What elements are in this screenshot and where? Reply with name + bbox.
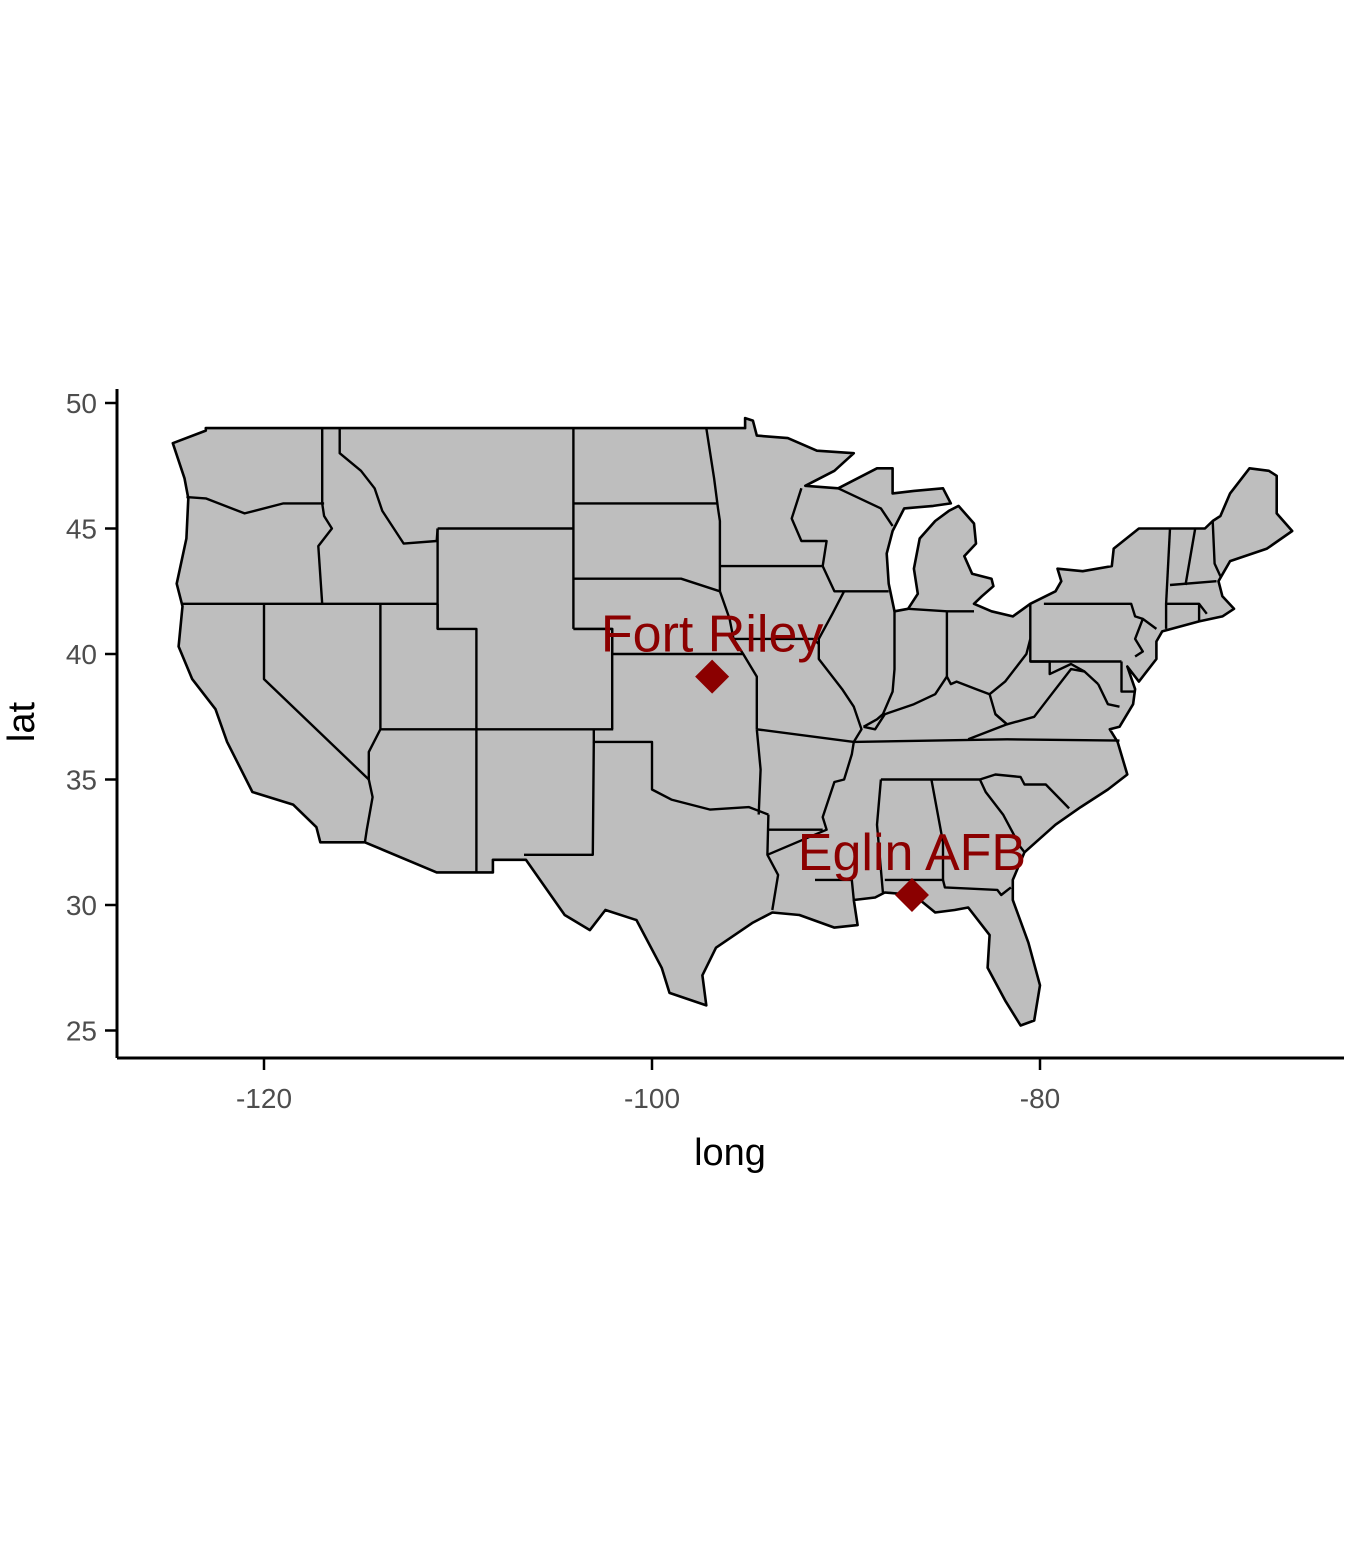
state-border xyxy=(573,627,744,656)
state-border xyxy=(988,638,1032,696)
us-outline xyxy=(171,416,1294,1027)
state-border xyxy=(884,878,1012,897)
y-tick-label: 50 xyxy=(66,388,97,419)
state-border xyxy=(821,565,889,593)
site-label: Eglin AFB xyxy=(798,824,1026,882)
state-border xyxy=(908,607,974,613)
state-border xyxy=(875,779,885,893)
state-border xyxy=(436,528,478,873)
state-border xyxy=(1211,520,1222,577)
state-border xyxy=(1169,580,1217,587)
state-border xyxy=(978,778,1026,854)
state-border xyxy=(1164,528,1172,604)
state-border xyxy=(524,741,595,856)
site-label: Fort Riley xyxy=(601,606,823,664)
y-tick-label: 30 xyxy=(66,890,97,921)
state-border xyxy=(766,590,863,856)
y-tick-label: 35 xyxy=(66,765,97,796)
state-border xyxy=(837,487,894,527)
state-border xyxy=(705,427,722,592)
x-tick-label: -120 xyxy=(236,1083,292,1114)
state-border xyxy=(862,611,896,728)
state-border xyxy=(262,603,370,781)
state-border xyxy=(1030,660,1086,676)
state-border xyxy=(317,428,334,604)
state-border xyxy=(592,729,769,816)
state-border xyxy=(766,814,780,911)
state-border xyxy=(853,738,1008,744)
site-markers: Fort Riley Eglin AFB xyxy=(601,606,1026,912)
state-border xyxy=(1184,528,1197,586)
state-border xyxy=(1120,661,1136,693)
state-border xyxy=(1164,602,1208,629)
state-border xyxy=(945,611,991,696)
state-border xyxy=(573,577,721,593)
state-border xyxy=(756,728,854,744)
site-marker xyxy=(894,877,929,912)
state-border xyxy=(790,487,828,567)
site-marker xyxy=(695,659,730,694)
state-border xyxy=(1006,738,1120,742)
state-border xyxy=(338,428,439,545)
state-border xyxy=(880,773,1070,810)
axis-ticks: -120 -100 -80 25 30 35 40 45 50 xyxy=(66,388,1060,1114)
state-border xyxy=(994,667,1100,726)
state-border xyxy=(863,675,948,731)
state-border xyxy=(930,779,945,880)
state-border xyxy=(186,495,325,515)
state-border xyxy=(1133,617,1158,658)
axes xyxy=(115,389,1344,1060)
y-tick-label: 25 xyxy=(66,1016,97,1047)
y-tick-label: 45 xyxy=(66,514,97,545)
state-border xyxy=(1097,683,1120,708)
state-border xyxy=(755,729,762,815)
state-border xyxy=(815,878,855,901)
us-states-map xyxy=(171,416,1294,1027)
state-border xyxy=(733,637,820,645)
state-border xyxy=(1043,602,1144,621)
state-border xyxy=(718,590,758,730)
x-axis-title: long xyxy=(694,1132,766,1174)
x-tick-label: -100 xyxy=(624,1083,680,1114)
y-tick-label: 40 xyxy=(66,639,97,670)
x-tick-label: -80 xyxy=(1020,1083,1060,1114)
y-axis-title: lat xyxy=(1,701,43,742)
